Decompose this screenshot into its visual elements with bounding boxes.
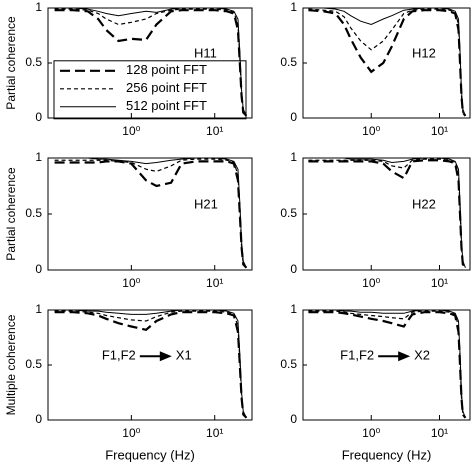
x-tick-label: 10⁰ <box>122 276 140 290</box>
y-tick-label: 1 <box>290 302 297 316</box>
coherence-line <box>308 157 466 268</box>
y-tick-label: 0.5 <box>280 55 297 69</box>
plot-frame <box>302 7 471 119</box>
coherence-line <box>308 158 466 269</box>
legend-box <box>53 60 247 120</box>
coherence-line <box>308 7 466 116</box>
annotation-arrowhead <box>398 351 411 362</box>
x-tick-label: 10⁰ <box>122 426 140 440</box>
coherence-line <box>54 158 247 269</box>
coherence-line <box>308 9 467 117</box>
y-axis-label: Multiple coherence <box>4 314 18 415</box>
x-tick-label: 10¹ <box>431 124 448 138</box>
panel: 0 0.5 1 10⁰ 10¹ Partial coherence H21 <box>4 150 253 290</box>
coherence-line <box>308 309 466 418</box>
x-axis-label: Frequency (Hz) <box>105 447 195 462</box>
panel-label: H11 <box>194 46 217 61</box>
y-tick-label: 0.5 <box>280 357 297 371</box>
coherence-line <box>54 9 248 117</box>
panel-label: H12 <box>412 46 436 61</box>
coherence-line <box>308 310 466 419</box>
y-tick-label: 1 <box>35 302 42 316</box>
annotation-arrowhead <box>159 351 172 362</box>
y-tick-label: 0 <box>35 262 42 276</box>
x-tick-label: 10¹ <box>431 276 448 290</box>
y-tick-label: 1 <box>290 150 297 164</box>
coherence-line <box>54 160 248 269</box>
legend-label: 512 point FFT <box>126 98 207 113</box>
panel: 0 0.5 1 10⁰ 10¹ Frequency (Hz) F1,F2 X2 <box>280 302 471 462</box>
y-tick-label: 0 <box>290 412 297 426</box>
coherence-line <box>308 159 467 269</box>
x-tick-label: 10¹ <box>206 276 223 290</box>
coherence-line <box>308 311 467 419</box>
plot-frame <box>47 157 253 271</box>
y-axis-label: Partial coherence <box>4 167 18 261</box>
coherence-line <box>54 310 247 419</box>
coherence-line <box>54 311 248 419</box>
y-axis-label: Partial coherence <box>4 16 18 110</box>
y-tick-label: 0 <box>35 412 42 426</box>
coherence-line <box>54 7 247 117</box>
y-tick-label: 0.5 <box>25 357 42 371</box>
x-tick-label: 10¹ <box>431 426 448 440</box>
panel-label: H21 <box>194 196 218 211</box>
y-tick-label: 0.5 <box>25 206 42 220</box>
y-tick-label: 1 <box>35 150 42 164</box>
plot-frame <box>302 157 471 271</box>
x-tick-label: 10⁰ <box>362 124 380 138</box>
y-tick-label: 1 <box>35 0 42 14</box>
y-tick-label: 0 <box>35 110 42 124</box>
x-tick-label: 10⁰ <box>122 124 140 138</box>
y-tick-label: 0.5 <box>25 55 42 69</box>
x-tick-label: 10¹ <box>206 124 223 138</box>
annotation-target: X1 <box>176 348 192 363</box>
y-tick-label: 0 <box>290 262 297 276</box>
x-tick-label: 10¹ <box>206 426 223 440</box>
panel: 0 0.5 1 10⁰ 10¹ H22 <box>280 150 471 290</box>
y-tick-label: 0.5 <box>280 206 297 220</box>
panel: 0 0.5 1 10⁰ 10¹ H12 <box>280 0 471 138</box>
panel-label: H22 <box>412 196 436 211</box>
plot-frame <box>302 309 471 421</box>
panel: 0 0.5 1 10⁰ 10¹ Multiple coherence Frequency (… <box>4 302 253 462</box>
y-tick-label: 0 <box>290 110 297 124</box>
legend-label: 128 point FFT <box>126 62 207 77</box>
legend-label: 256 point FFT <box>126 80 207 95</box>
x-axis-label: Frequency (Hz) <box>342 447 432 462</box>
annotation-target: X2 <box>414 348 430 363</box>
x-tick-label: 10⁰ <box>362 426 380 440</box>
x-tick-label: 10⁰ <box>362 276 380 290</box>
coherence-line <box>54 309 247 419</box>
coherence-line <box>54 157 247 268</box>
annotation-source: F1,F2 <box>340 348 374 363</box>
y-tick-label: 1 <box>290 0 297 14</box>
annotation-source: F1,F2 <box>102 348 136 363</box>
coherence-line <box>308 8 466 117</box>
